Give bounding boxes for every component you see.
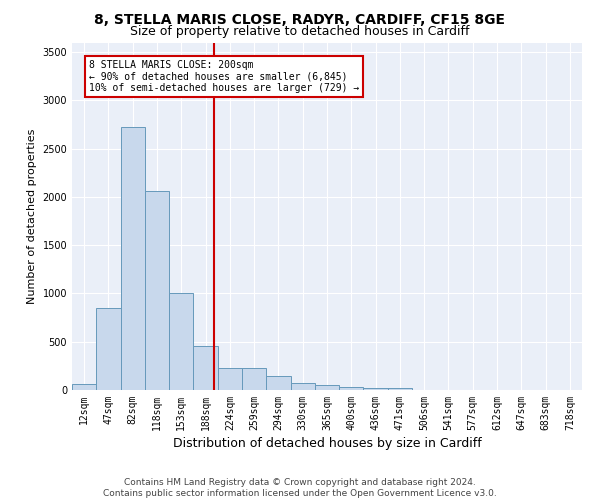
X-axis label: Distribution of detached houses by size in Cardiff: Distribution of detached houses by size …: [173, 437, 481, 450]
Bar: [121, 128, 145, 390]
Text: 8 STELLA MARIS CLOSE: 200sqm
← 90% of detached houses are smaller (6,845)
10% of: 8 STELLA MARIS CLOSE: 200sqm ← 90% of de…: [89, 60, 359, 93]
Bar: [364, 388, 388, 390]
Bar: [290, 383, 315, 390]
Text: Size of property relative to detached houses in Cardiff: Size of property relative to detached ho…: [130, 25, 470, 38]
Text: Contains HM Land Registry data © Crown copyright and database right 2024.
Contai: Contains HM Land Registry data © Crown c…: [103, 478, 497, 498]
Bar: [315, 384, 339, 390]
Text: 8, STELLA MARIS CLOSE, RADYR, CARDIFF, CF15 8GE: 8, STELLA MARIS CLOSE, RADYR, CARDIFF, C…: [95, 12, 505, 26]
Y-axis label: Number of detached properties: Number of detached properties: [27, 128, 37, 304]
Bar: [96, 308, 121, 390]
Bar: [218, 368, 242, 390]
Bar: [242, 368, 266, 390]
Bar: [193, 346, 218, 390]
Bar: [388, 388, 412, 390]
Bar: [266, 376, 290, 390]
Bar: [145, 191, 169, 390]
Bar: [339, 387, 364, 390]
Bar: [72, 384, 96, 390]
Bar: [169, 292, 193, 390]
